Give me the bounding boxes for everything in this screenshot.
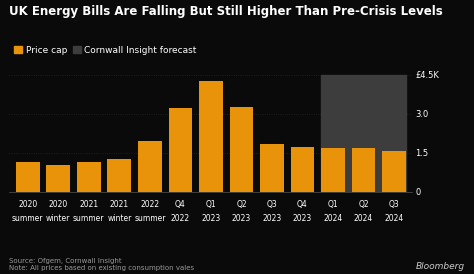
- Bar: [16, 162, 40, 192]
- Text: Source: Ofgem, Cornwall Insight
Note: All prices based on existing consumption v: Source: Ofgem, Cornwall Insight Note: Al…: [9, 258, 195, 271]
- Text: 2024: 2024: [384, 214, 404, 223]
- Bar: [46, 165, 70, 192]
- Text: Q1: Q1: [328, 201, 338, 209]
- Text: Q2: Q2: [236, 201, 247, 209]
- Text: winter: winter: [46, 214, 71, 223]
- Text: 2021: 2021: [110, 201, 129, 209]
- Text: Q2: Q2: [358, 201, 369, 209]
- Bar: [77, 162, 101, 192]
- Text: summer: summer: [12, 214, 44, 223]
- Text: winter: winter: [107, 214, 132, 223]
- Text: 2024: 2024: [354, 214, 373, 223]
- Bar: [229, 107, 254, 192]
- Text: 2022: 2022: [140, 201, 159, 209]
- Text: UK Energy Bills Are Falling But Still Higher Than Pre-Crisis Levels: UK Energy Bills Are Falling But Still Hi…: [9, 5, 443, 18]
- Bar: [321, 148, 345, 192]
- Text: Q3: Q3: [389, 201, 400, 209]
- Text: Q1: Q1: [206, 201, 216, 209]
- Text: 2022: 2022: [171, 214, 190, 223]
- Text: 2021: 2021: [79, 201, 99, 209]
- Bar: [108, 159, 131, 192]
- Text: Bloomberg: Bloomberg: [415, 262, 465, 271]
- Bar: [321, 75, 406, 192]
- Bar: [260, 144, 284, 192]
- Text: Q3: Q3: [266, 201, 277, 209]
- Text: 2024: 2024: [323, 214, 343, 223]
- Bar: [199, 81, 223, 192]
- Text: 2020: 2020: [18, 201, 37, 209]
- Legend: Price cap, Cornwall Insight forecast: Price cap, Cornwall Insight forecast: [14, 46, 197, 55]
- Text: 2020: 2020: [49, 201, 68, 209]
- Text: summer: summer: [134, 214, 165, 223]
- Bar: [291, 147, 314, 192]
- Bar: [382, 151, 406, 192]
- Text: Q4: Q4: [175, 201, 186, 209]
- Text: 2023: 2023: [262, 214, 282, 223]
- Text: Q4: Q4: [297, 201, 308, 209]
- Text: summer: summer: [73, 214, 105, 223]
- Text: 2023: 2023: [201, 214, 220, 223]
- Bar: [352, 148, 375, 192]
- Bar: [168, 107, 192, 192]
- Text: 2023: 2023: [232, 214, 251, 223]
- Text: 2023: 2023: [293, 214, 312, 223]
- Bar: [138, 141, 162, 192]
